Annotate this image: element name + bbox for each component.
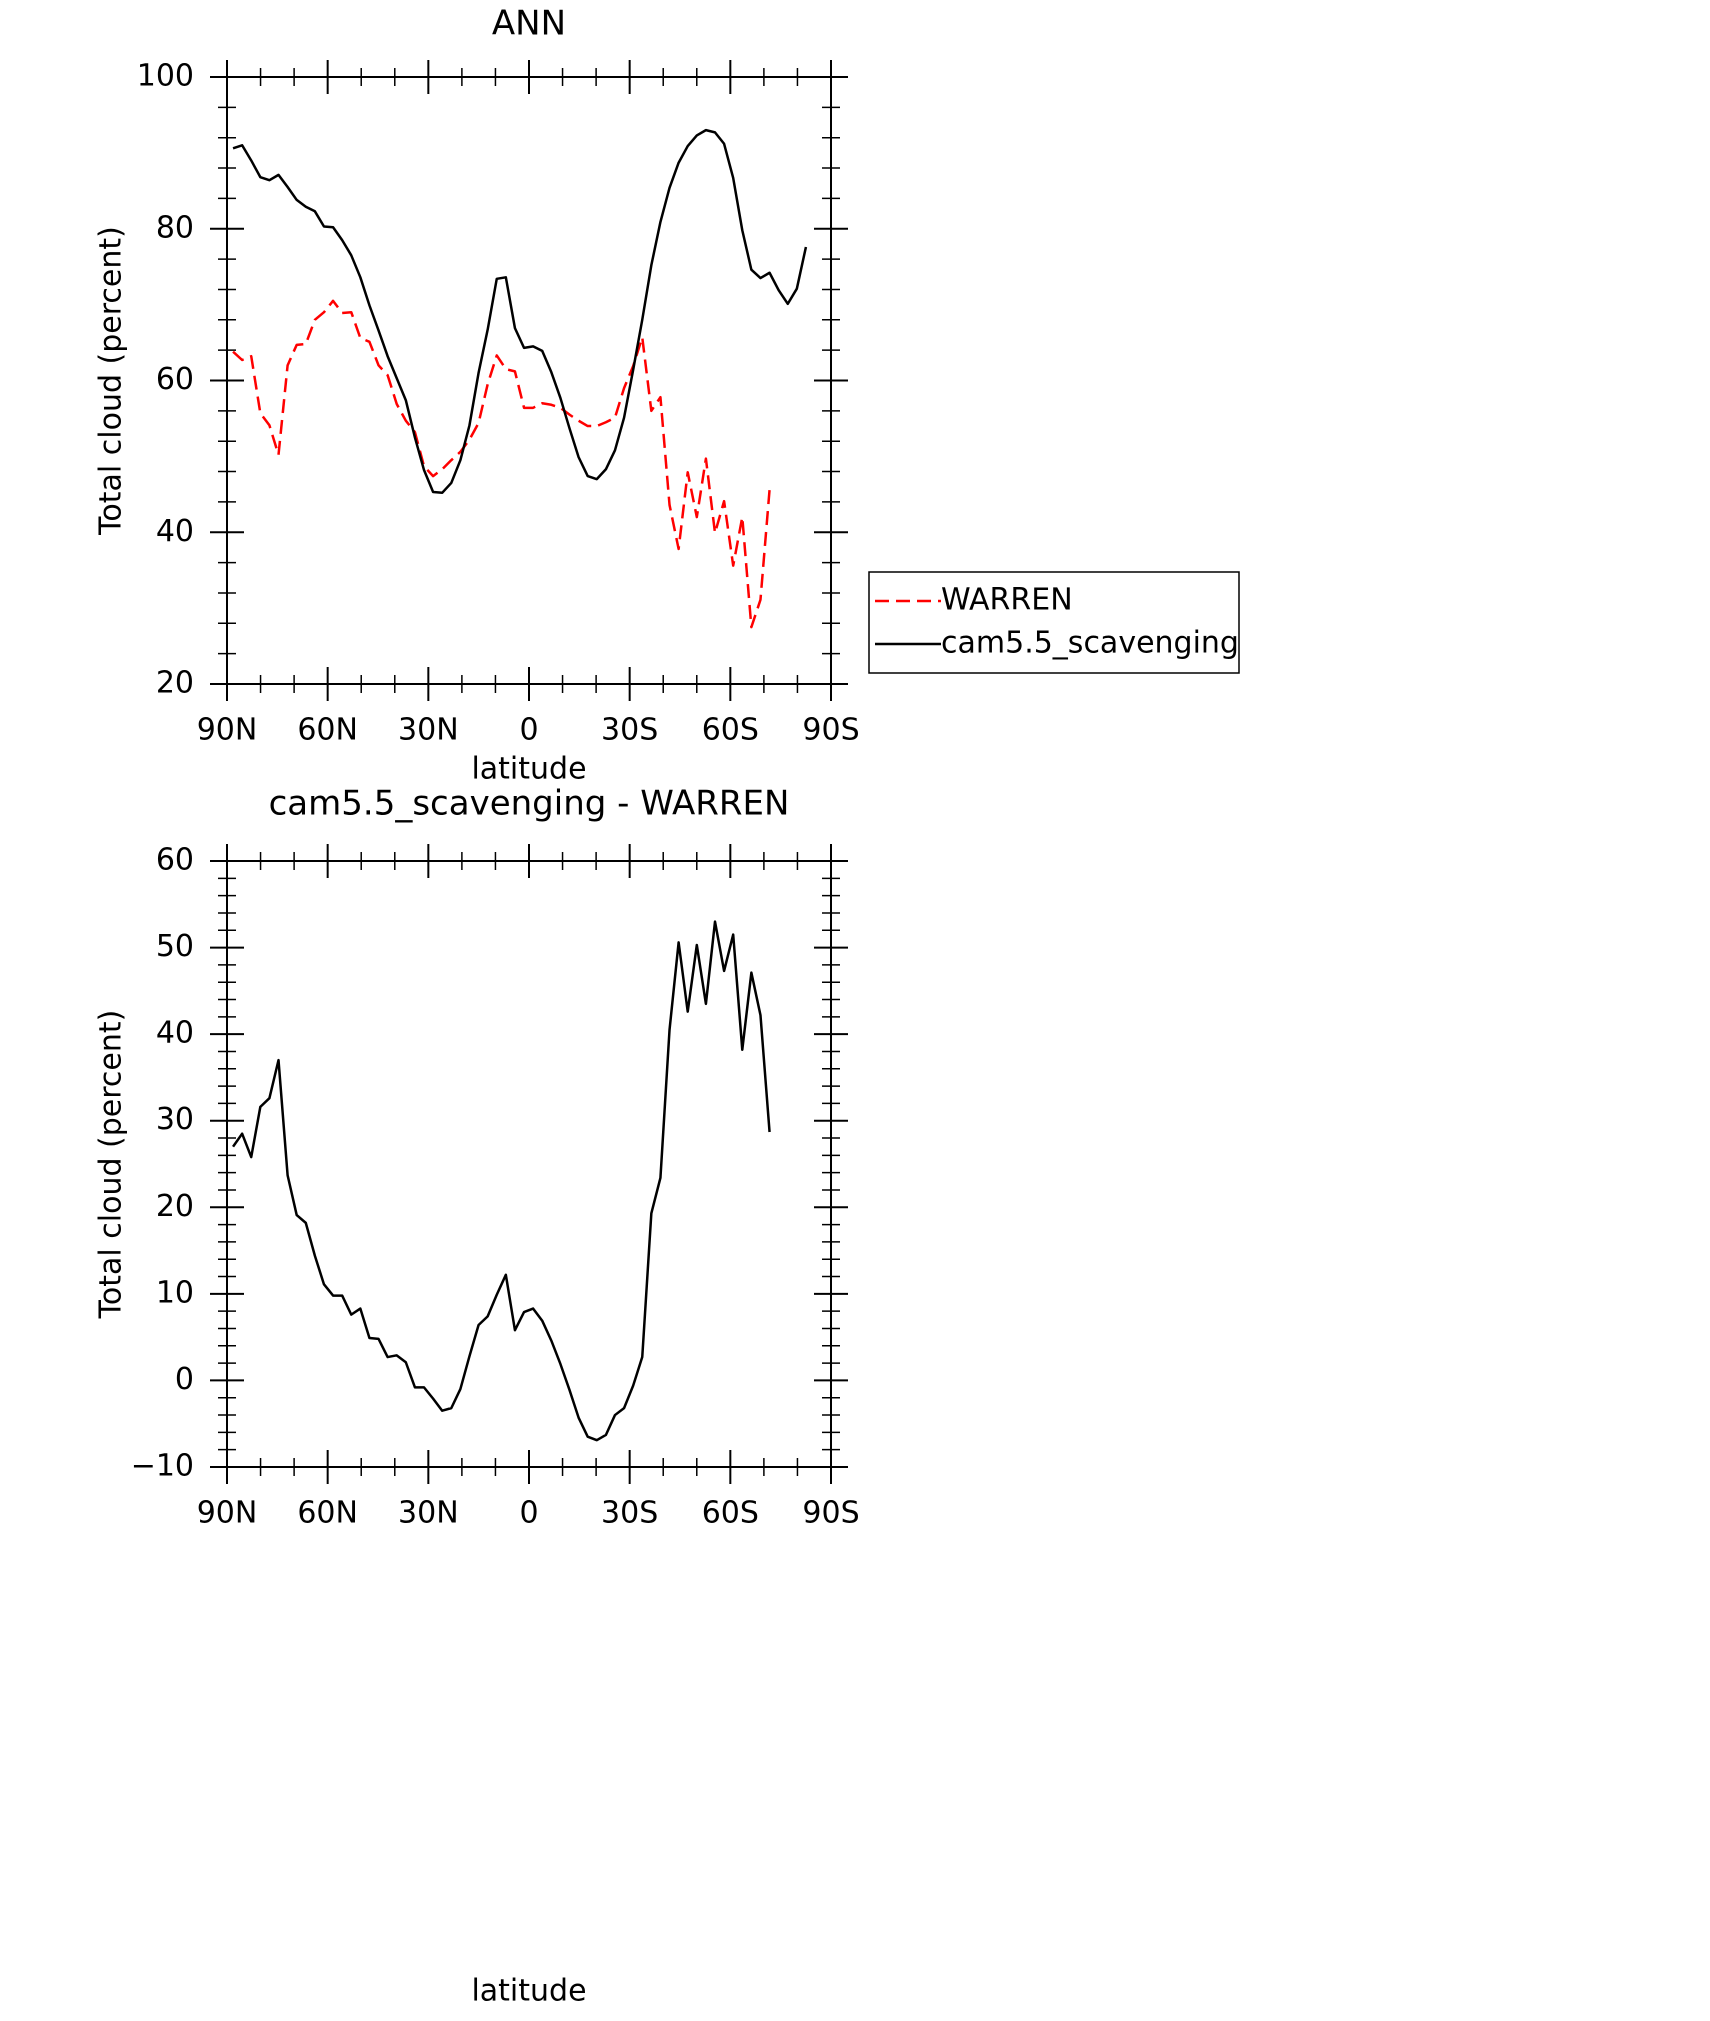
y-axis-label: Total cloud (percent) [94, 226, 129, 536]
y-tick-label: 80 [156, 210, 194, 245]
x-tick-label: 90S [802, 1496, 859, 1531]
legend-label: cam5.5_scavenging [941, 626, 1239, 661]
chart-title: ANN [492, 4, 566, 44]
y-tick-label: 20 [156, 1189, 194, 1224]
x-tick-label: 30S [601, 1496, 658, 1531]
y-tick-label: 10 [156, 1275, 194, 1310]
chart-title: cam5.5_scavenging - WARREN [269, 784, 790, 824]
x-tick-label: 30N [398, 713, 459, 748]
x-tick-label: 60N [297, 713, 358, 748]
y-axis-label: Total cloud (percent) [94, 1010, 129, 1320]
x-tick-label: 90N [197, 1496, 258, 1531]
y-tick-label: 60 [156, 843, 194, 878]
x-tick-label: 60S [702, 1496, 759, 1531]
x-tick-label: 0 [519, 1496, 538, 1531]
data-line [232, 299, 771, 629]
x-tick-label: 30S [601, 713, 658, 748]
x-axis-label: latitude [471, 1974, 586, 2009]
x-tick-label: 30N [398, 1496, 459, 1531]
plot-frame [226, 76, 832, 685]
y-tick-label: 0 [175, 1362, 194, 1397]
legend-box [868, 571, 1240, 674]
legend-label: WARREN [941, 583, 1073, 618]
y-tick-label: 20 [156, 666, 194, 701]
y-tick-label: −10 [131, 1449, 194, 1484]
data-line [232, 128, 808, 495]
x-axis-label: latitude [471, 752, 586, 787]
y-tick-label: 50 [156, 929, 194, 964]
data-line [232, 920, 771, 1442]
x-tick-label: 60N [297, 1496, 358, 1531]
y-tick-label: 100 [137, 59, 194, 94]
y-tick-label: 40 [156, 514, 194, 549]
x-tick-label: 90N [197, 713, 258, 748]
x-tick-label: 90S [802, 713, 859, 748]
x-tick-label: 60S [702, 713, 759, 748]
y-tick-label: 30 [156, 1102, 194, 1137]
x-tick-label: 0 [519, 713, 538, 748]
plot-frame [226, 860, 832, 1468]
y-tick-label: 60 [156, 362, 194, 397]
y-tick-label: 40 [156, 1016, 194, 1051]
